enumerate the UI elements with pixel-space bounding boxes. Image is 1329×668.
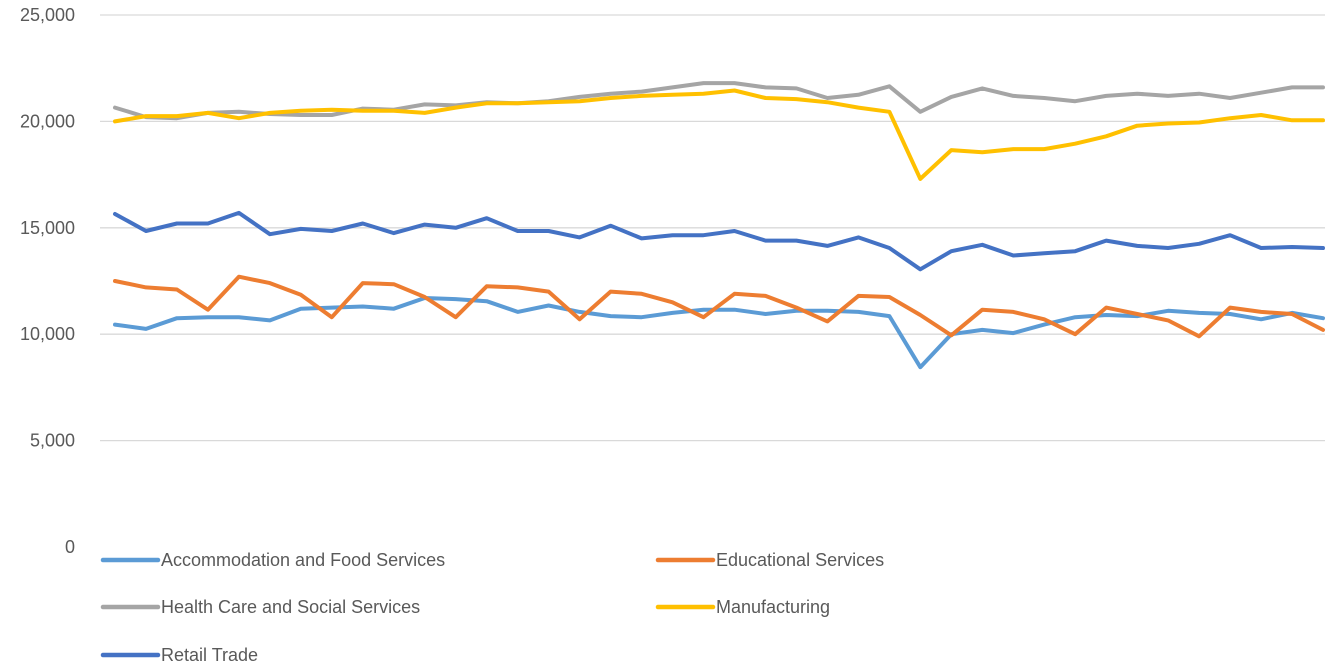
series-line-educational-services: [113, 274, 1325, 339]
series-line-retail-trade: [113, 210, 1325, 272]
legend-label: Accommodation and Food Services: [161, 550, 445, 570]
y-tick-label: 25,000: [20, 5, 75, 25]
legend-label: Health Care and Social Services: [161, 597, 420, 617]
y-tick-label: 0: [65, 537, 75, 557]
series-lines: [113, 81, 1325, 370]
legend-label: Educational Services: [716, 550, 884, 570]
y-tick-label: 20,000: [20, 111, 75, 131]
legend-item-accommodation-and-food-services: Accommodation and Food Services: [100, 550, 445, 570]
y-axis-tick-labels: 0 5,000 10,000 15,000 20,000 25,000: [20, 5, 75, 557]
legend: Accommodation and Food Services Education…: [100, 550, 884, 665]
legend-item-manufacturing: Manufacturing: [655, 597, 830, 617]
legend-item-health-care-and-social-services: Health Care and Social Services: [100, 597, 420, 617]
series-line-accommodation-and-food-services: [113, 296, 1325, 370]
y-tick-label: 15,000: [20, 218, 75, 238]
y-tick-label: 10,000: [20, 324, 75, 344]
y-tick-label: 5,000: [30, 431, 75, 451]
legend-item-retail-trade: Retail Trade: [100, 645, 258, 665]
gridlines: [100, 14, 1325, 442]
legend-label: Manufacturing: [716, 597, 830, 617]
series-line-health-care-and-social-services: [113, 81, 1325, 121]
legend-item-educational-services: Educational Services: [655, 550, 884, 570]
series-line-manufacturing: [113, 88, 1325, 181]
legend-label: Retail Trade: [161, 645, 258, 665]
